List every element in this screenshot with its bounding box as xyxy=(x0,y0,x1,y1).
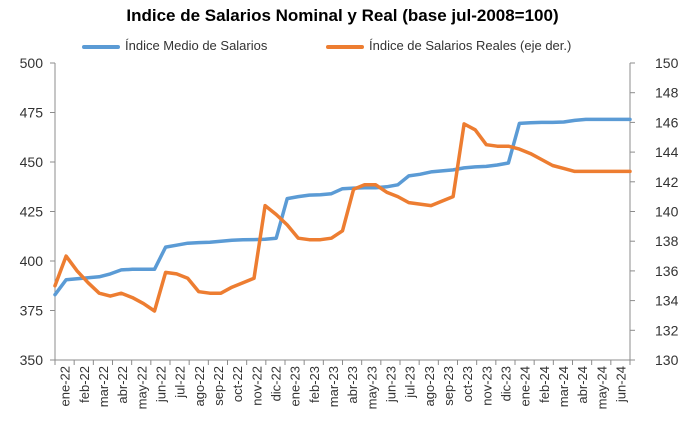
y-right-tick-label: 150 xyxy=(655,55,679,71)
y-right-tick-label: 144 xyxy=(655,144,679,160)
x-tick-label: feb-22 xyxy=(77,366,92,403)
x-tick-label: mar-24 xyxy=(556,366,571,407)
y-left-tick-label: 475 xyxy=(20,105,44,121)
x-tick-label: ago-23 xyxy=(422,366,437,406)
y-right-tick-label: 142 xyxy=(655,174,679,190)
legend-swatch-real xyxy=(326,44,364,49)
x-tick-label: dic-23 xyxy=(498,366,513,401)
y-left-tick-label: 375 xyxy=(20,303,44,319)
x-tick-label: feb-24 xyxy=(537,366,552,403)
x-tick-label: nov-22 xyxy=(249,366,264,406)
y-right-tick-label: 130 xyxy=(655,352,679,368)
x-tick-label: jun-23 xyxy=(383,366,398,403)
x-tick-label: oct-23 xyxy=(460,366,475,402)
x-tick-label: ago-22 xyxy=(192,366,207,406)
x-tick-label: abr-22 xyxy=(115,366,130,404)
tick-labels: 350 375 400 425 450 475 500 130 132 134 136 138 140 1… xyxy=(20,55,679,409)
x-tick-label: ene-22 xyxy=(58,366,73,406)
series-line-real xyxy=(53,122,632,313)
y-left-tick-label: 425 xyxy=(20,204,44,220)
y-right-tick-label: 132 xyxy=(655,322,679,338)
x-tick-label: oct-22 xyxy=(230,366,245,402)
axes xyxy=(50,62,635,365)
series-lines xyxy=(53,117,632,313)
x-tick-label: mar-23 xyxy=(326,366,341,407)
x-tick-label: sep-23 xyxy=(441,366,456,406)
chart-title: Indice de Salarios Nominal y Real (base … xyxy=(126,6,559,25)
x-tick-label: mar-22 xyxy=(96,366,111,407)
x-tick-label: abr-23 xyxy=(345,366,360,404)
y-right-tick-label: 140 xyxy=(655,204,679,220)
legend-label-nominal: Índice Medio de Salarios xyxy=(125,38,268,53)
x-tick-label: abr-24 xyxy=(575,366,590,404)
series-line-nominal xyxy=(53,117,632,297)
x-tick-label: nov-23 xyxy=(479,366,494,406)
x-tick-label: may-24 xyxy=(594,366,609,409)
legend-swatch-nominal xyxy=(82,44,120,49)
y-right-tick-label: 134 xyxy=(655,293,679,309)
y-left-tick-label: 500 xyxy=(20,55,44,71)
y-left-tick-label: 350 xyxy=(20,352,44,368)
y-left-tick-label: 450 xyxy=(20,154,44,170)
legend-label-real: Índice de Salarios Reales (eje der.) xyxy=(369,38,572,53)
y-right-tick-label: 146 xyxy=(655,114,679,130)
x-tick-label: may-23 xyxy=(364,366,379,409)
x-tick-label: feb-23 xyxy=(307,366,322,403)
legend-item-nominal: Índice Medio de Salarios xyxy=(82,38,267,53)
x-tick-label: may-22 xyxy=(134,366,149,409)
x-tick-label: jul-22 xyxy=(173,366,188,399)
x-tick-label: dic-22 xyxy=(268,366,283,401)
x-tick-label: jul-23 xyxy=(403,366,418,399)
y-right-tick-label: 148 xyxy=(655,85,679,101)
x-tick-label: ene-24 xyxy=(518,366,533,406)
x-tick-label: jun-24 xyxy=(613,366,628,403)
x-tick-label: jun-22 xyxy=(153,366,168,403)
y-right-tick-label: 138 xyxy=(655,233,679,249)
x-tick-label: sep-22 xyxy=(211,366,226,406)
y-left-tick-label: 400 xyxy=(20,253,44,269)
legend-item-real: Índice de Salarios Reales (eje der.) xyxy=(326,38,571,53)
x-tick-label: ene-23 xyxy=(288,366,303,406)
y-right-tick-label: 136 xyxy=(655,263,679,279)
